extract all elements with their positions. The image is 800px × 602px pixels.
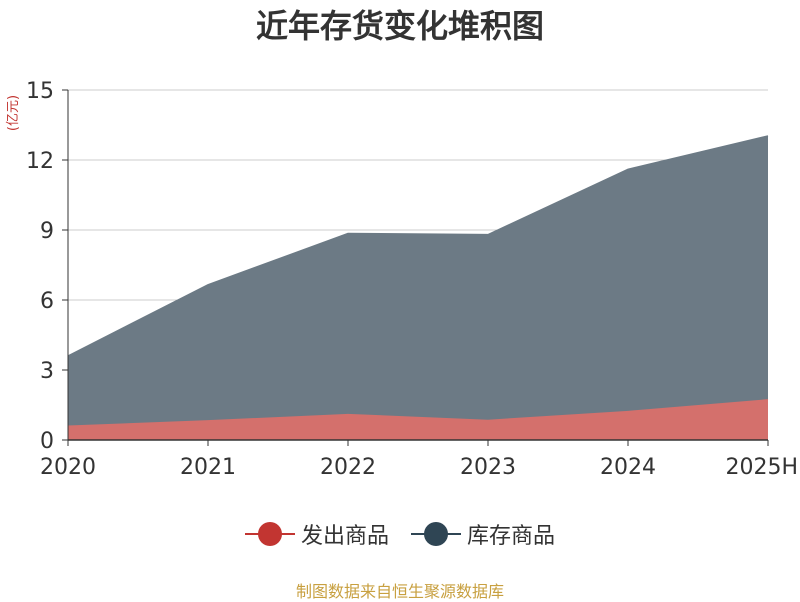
legend-item-inventory-goods[interactable]: 库存商品 <box>411 518 555 550</box>
y-tick-label: 12 <box>26 149 54 174</box>
legend: 发出商品 库存商品 <box>0 518 800 550</box>
legend-item-shipped-goods[interactable]: 发出商品 <box>244 518 389 550</box>
y-tick-label: 3 <box>40 359 54 384</box>
legend-label-inventory-goods: 库存商品 <box>467 524 556 549</box>
x-tick-label: 2021 <box>180 455 236 480</box>
legend-circle-icon <box>411 522 461 546</box>
x-tick-label: 2024 <box>600 455 656 480</box>
legend-dot-inventory <box>424 522 448 546</box>
data-source-note: 制图数据来自恒生聚源数据库 <box>295 582 504 601</box>
x-tick-label: 2022 <box>320 455 376 480</box>
area-series-0 <box>68 399 768 440</box>
y-tick-label: 15 <box>26 79 54 104</box>
legend-circle-icon <box>244 522 295 546</box>
series-line-1 <box>67 135 769 357</box>
legend-label-shipped-goods: 发出商品 <box>300 524 389 549</box>
axes <box>62 89 769 446</box>
legend-dot-shipped <box>257 522 282 546</box>
y-tick-label: 6 <box>40 289 54 314</box>
y-tick-label: 9 <box>40 219 54 244</box>
area-series-1 <box>68 135 768 426</box>
x-tick-label: 2023 <box>460 455 516 480</box>
tick-labels: 0 3 6 9 12 15 2020 2021 2022 2023 2024 2025H <box>26 79 798 480</box>
x-tick-label: 2025H <box>725 455 798 480</box>
area-series <box>67 135 769 440</box>
y-tick-label: 0 <box>40 429 54 454</box>
x-tick-label: 2020 <box>40 455 96 480</box>
chart-title: 近年存货变化堆积图 <box>255 7 544 45</box>
